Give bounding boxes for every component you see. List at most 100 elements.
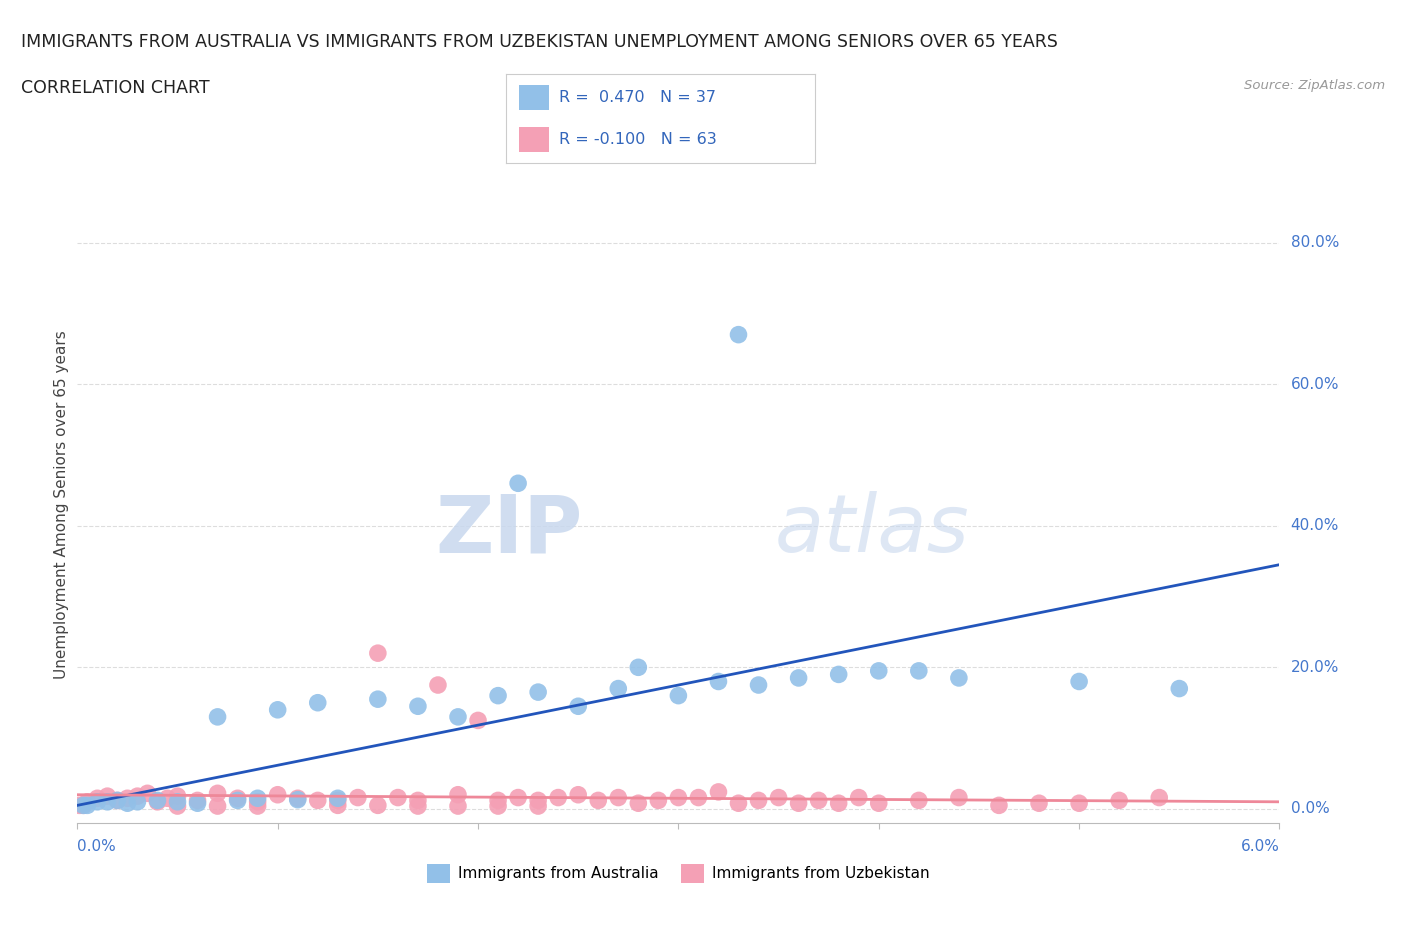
Point xyxy=(367,645,389,660)
Point xyxy=(72,798,94,813)
Text: 60.0%: 60.0% xyxy=(1291,377,1339,392)
Text: atlas: atlas xyxy=(775,491,969,569)
Text: 20.0%: 20.0% xyxy=(1291,659,1339,675)
Bar xyxy=(519,85,550,110)
Point xyxy=(727,327,749,342)
Text: IMMIGRANTS FROM AUSTRALIA VS IMMIGRANTS FROM UZBEKISTAN UNEMPLOYMENT AMONG SENIO: IMMIGRANTS FROM AUSTRALIA VS IMMIGRANTS … xyxy=(21,33,1057,50)
Point xyxy=(588,793,610,808)
Point xyxy=(326,790,349,805)
Point xyxy=(828,667,851,682)
Point xyxy=(246,794,269,809)
Point xyxy=(226,793,249,808)
Point xyxy=(447,788,470,803)
Point xyxy=(668,688,690,703)
Point xyxy=(117,790,139,805)
Point xyxy=(787,671,810,685)
Point xyxy=(527,793,550,808)
Point xyxy=(166,799,188,814)
Point xyxy=(287,792,309,807)
Point xyxy=(406,799,429,814)
Point xyxy=(427,678,450,693)
Point xyxy=(1149,790,1171,805)
Point xyxy=(908,663,931,678)
Point xyxy=(326,798,349,813)
Point xyxy=(447,799,470,814)
Point xyxy=(146,794,169,809)
Text: R = -0.100   N = 63: R = -0.100 N = 63 xyxy=(558,132,717,147)
Text: 6.0%: 6.0% xyxy=(1240,839,1279,854)
Point xyxy=(406,698,429,713)
Point xyxy=(668,790,690,805)
Point xyxy=(72,798,94,813)
Point xyxy=(156,790,179,805)
Point xyxy=(688,790,710,805)
Point xyxy=(447,710,470,724)
Point xyxy=(707,785,730,800)
Point xyxy=(1028,796,1050,811)
Point xyxy=(868,663,890,678)
Point xyxy=(76,794,98,809)
Point xyxy=(607,681,630,696)
Point xyxy=(1069,796,1091,811)
Point xyxy=(748,793,770,808)
Point xyxy=(948,790,970,805)
Bar xyxy=(519,127,550,153)
Point xyxy=(207,786,229,801)
Point xyxy=(86,794,108,809)
Text: 80.0%: 80.0% xyxy=(1291,235,1339,250)
Text: 0.0%: 0.0% xyxy=(77,839,117,854)
Point xyxy=(326,793,349,808)
Point xyxy=(387,790,409,805)
Point xyxy=(567,788,589,803)
Point xyxy=(727,796,749,811)
Point xyxy=(146,793,169,808)
Point xyxy=(787,796,810,811)
Point xyxy=(307,793,329,808)
Point xyxy=(547,790,569,805)
Point xyxy=(76,798,98,813)
Point xyxy=(186,796,209,811)
Point xyxy=(828,796,851,811)
Point xyxy=(486,688,509,703)
Point xyxy=(207,710,229,724)
Legend: Immigrants from Australia, Immigrants from Uzbekistan: Immigrants from Australia, Immigrants fr… xyxy=(422,857,935,889)
Point xyxy=(186,793,209,808)
Point xyxy=(96,789,118,804)
Point xyxy=(117,796,139,811)
Point xyxy=(567,698,589,713)
Point xyxy=(67,798,90,813)
Point xyxy=(647,793,669,808)
Point xyxy=(246,799,269,814)
Point xyxy=(127,794,149,809)
Point xyxy=(627,660,650,675)
Point xyxy=(1108,793,1130,808)
Text: R =  0.470   N = 37: R = 0.470 N = 37 xyxy=(558,90,716,105)
Text: 40.0%: 40.0% xyxy=(1291,518,1339,533)
Point xyxy=(136,786,159,801)
Point xyxy=(486,799,509,814)
Point xyxy=(607,790,630,805)
Text: Source: ZipAtlas.com: Source: ZipAtlas.com xyxy=(1244,79,1385,92)
Point xyxy=(848,790,870,805)
Point xyxy=(508,476,530,491)
Point xyxy=(406,793,429,808)
Point xyxy=(246,790,269,805)
Point xyxy=(107,793,129,808)
Point xyxy=(508,790,530,805)
Point xyxy=(367,798,389,813)
Point xyxy=(367,692,389,707)
Y-axis label: Unemployment Among Seniors over 65 years: Unemployment Among Seniors over 65 years xyxy=(53,330,69,679)
Point xyxy=(107,793,129,808)
Text: CORRELATION CHART: CORRELATION CHART xyxy=(21,79,209,97)
Point xyxy=(1168,681,1191,696)
Point xyxy=(486,793,509,808)
Point xyxy=(347,790,370,805)
Point xyxy=(127,789,149,804)
Text: 0.0%: 0.0% xyxy=(1291,802,1329,817)
Point xyxy=(267,702,290,717)
Point xyxy=(988,798,1011,813)
Text: ZIP: ZIP xyxy=(434,491,582,569)
Point xyxy=(748,678,770,693)
Point xyxy=(287,790,309,805)
Point xyxy=(207,799,229,814)
